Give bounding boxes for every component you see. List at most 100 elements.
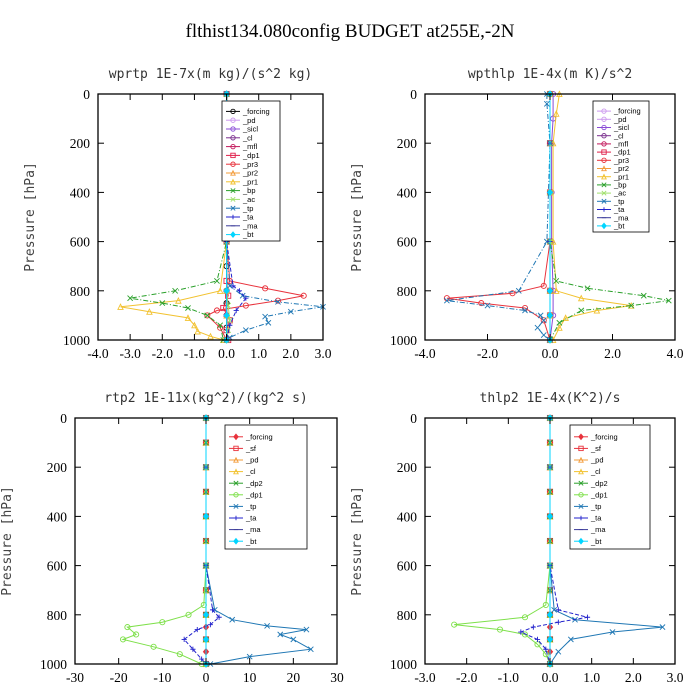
series-tp [443,91,553,343]
legend-item-forcing: _forcing [597,107,641,116]
legend-item-dp1: _dp1 [574,490,608,499]
legend-label: _ma [245,525,261,534]
series-line [183,418,220,665]
y-tick-label: 800 [47,608,68,623]
y-tick-label: 400 [397,509,418,524]
point-marker [578,468,584,475]
point-marker [127,295,134,302]
point-marker [226,282,233,289]
y-tick-label: 200 [70,136,91,151]
point-marker [190,646,196,652]
legend-label: _tp [613,197,624,206]
point-marker [233,468,239,475]
point-marker [217,322,224,329]
point-marker [300,292,307,299]
point-marker [496,626,504,633]
point-marker [233,492,239,498]
point-marker [213,307,220,314]
point-marker [518,629,524,635]
y-tick-label: 0 [410,87,417,102]
x-tick-label: -2.0 [152,346,174,361]
x-tick-label: 4.0 [667,346,684,361]
legend-label: _mfl [613,140,629,149]
point-marker [202,512,210,521]
y-tick-label: 400 [70,185,91,200]
point-marker [230,231,236,239]
point-marker [202,610,210,619]
point-marker [543,646,549,652]
series-line [121,418,207,665]
point-marker [264,622,271,629]
legend-item-bp: _bp [597,181,627,190]
point-marker [233,445,239,452]
x-tick-label: 3.0 [667,670,684,685]
legend: _forcing_pd_sicl_cl_mfl_dp1_pr3_pr2_pr1_… [592,100,650,233]
point-marker [509,290,516,297]
y-axis-label: Pressure [hPa] [350,486,365,596]
point-marker [540,317,547,324]
legend-item-forcing: _forcing [574,432,618,441]
point-marker [521,614,529,621]
point-marker [562,314,569,321]
point-marker [307,646,314,653]
point-marker [543,238,550,245]
legend-label: _pr1 [613,172,629,181]
point-marker [540,317,547,324]
point-marker [223,311,230,320]
x-tick-label: 20 [287,670,301,685]
point-marker [601,190,607,196]
point-marker [207,332,214,340]
point-marker [553,278,560,284]
x-tick-label: -2.0 [456,670,478,685]
legend-label: _pr3 [242,160,258,169]
point-marker [181,636,187,642]
legend-item-pd: _pd [597,115,627,124]
series-bt [546,90,554,344]
legend-label: _dp1 [590,490,608,499]
point-marker [546,610,554,619]
legend-box [569,424,651,550]
point-marker [242,327,249,334]
legend-label: _ta [245,514,257,523]
legend-label: _cl [590,467,601,476]
legend-label: _bt [245,537,257,546]
y-axis-label: Pressure [hPa] [350,162,365,272]
point-marker [287,308,294,315]
point-marker [262,313,269,320]
point-marker [555,619,561,625]
point-marker [601,108,607,114]
series-line [552,93,632,341]
point-marker [175,297,182,304]
y-axis-label: Pressure [hPa] [0,486,15,596]
legend-item-sicl: _sicl [597,123,629,132]
point-marker [265,319,272,326]
point-marker [239,292,246,299]
point-marker [185,611,192,618]
point-marker [551,606,558,613]
y-tick-label: 200 [47,460,68,475]
legend: _forcing_pd_sicl_cl_mfl_dp1_pr3_pr2_pr1_… [221,100,281,242]
legend-item-dp2: _dp2 [574,479,608,488]
legend-label: _pr1 [242,177,258,186]
point-marker [540,332,547,338]
legend-item-dp1: _dp1 [597,148,631,157]
legend-item-sf: _sf [229,444,257,453]
legend-label: _ta [242,213,254,222]
legend-item-pd: _pd [229,456,259,465]
point-marker [601,198,607,204]
point-marker [230,188,236,194]
point-marker [214,278,220,284]
point-marker [443,297,450,304]
legend: _forcing _sf _pd _cl _dp2 _dp1 _tp _ta _ma _bt [569,424,651,550]
point-marker [262,285,269,292]
y-axis-label: Pressure [hPa] [23,162,38,272]
x-tick-label: 10 [243,670,257,685]
point-marker [230,117,236,123]
legend-item-pd: _pd [226,116,256,125]
legend-label: _pd [245,456,259,465]
point-marker [172,287,179,294]
legend-box [224,424,308,550]
y-tick-label: 600 [397,559,418,574]
legend-item-dp2: _dp2 [229,479,263,488]
